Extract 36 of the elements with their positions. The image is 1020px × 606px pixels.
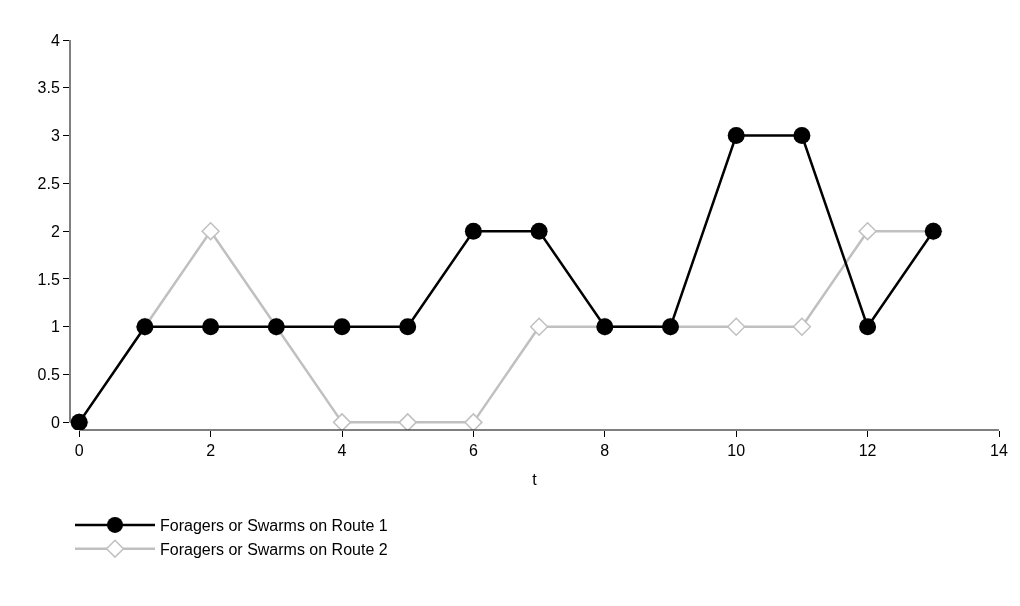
point (333, 318, 351, 336)
point (202, 318, 220, 336)
x-tick-label: 10 (727, 442, 746, 460)
point (464, 413, 483, 430)
point (399, 318, 417, 336)
point (464, 222, 482, 240)
x-tick-label: 0 (74, 442, 84, 460)
x-tick-label: 14 (990, 442, 1008, 460)
y-tick-label: 2.5 (37, 174, 60, 192)
point (332, 413, 352, 430)
point (530, 222, 548, 240)
point (793, 127, 811, 145)
y-tick-label: 0 (50, 413, 60, 431)
y-tick-label: 0.5 (37, 366, 60, 384)
y-tick-label: 3 (50, 127, 60, 145)
x-tick-label: 8 (600, 442, 610, 460)
legend-label: Foragers or Swarms on Route 1 (160, 517, 388, 535)
legend-label: Foragers or Swarms on Route 2 (160, 540, 388, 558)
x-tick-label: 12 (858, 442, 877, 460)
point (858, 221, 877, 241)
x-tick-label: 2 (206, 442, 216, 460)
x-tick-label: 4 (337, 442, 347, 460)
y-tick-label: 4 (50, 31, 60, 49)
point (398, 413, 417, 430)
point (727, 317, 746, 336)
y-tick-label: 1 (50, 318, 60, 336)
y-tick-label: 2 (50, 222, 60, 240)
point (727, 127, 745, 145)
point (529, 317, 549, 336)
point (792, 317, 812, 336)
y-tick-label: 1.5 (37, 270, 60, 288)
x-axis-title: t (532, 470, 538, 488)
x-tick-label: 6 (468, 442, 478, 460)
point (859, 318, 877, 336)
point (201, 221, 220, 241)
y-tick-label: 3.5 (37, 79, 60, 97)
